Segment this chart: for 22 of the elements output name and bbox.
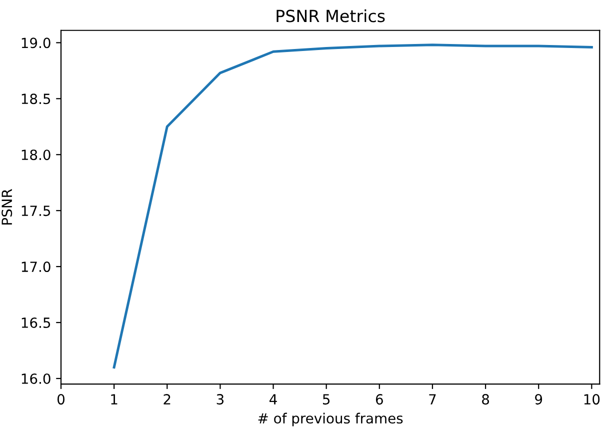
x-tick-label: 9 (535, 394, 542, 405)
x-tick-label: 2 (164, 394, 170, 404)
y-tick-label: 16.0 (22, 373, 50, 384)
y-tick-label: 19.0 (22, 38, 50, 48)
x-tick-label: 8 (482, 394, 490, 405)
y-tick-label: 18.0 (22, 150, 50, 160)
chart-title: PSNR Metrics (276, 9, 385, 22)
x-tick-label: 5 (322, 394, 330, 405)
line-series (112, 44, 593, 369)
y-axis-title: PSNR (2, 189, 12, 224)
x-axis-title: # of previous frames (258, 412, 403, 426)
x-tick-label: 10 (584, 394, 600, 405)
y-tick-label: 18.5 (22, 94, 50, 104)
y-tick-label: 16.5 (22, 317, 50, 328)
y-tick-label: 17.0 (22, 262, 50, 272)
x-tick-label: 7 (429, 394, 436, 404)
x-tick-label: 6 (376, 394, 383, 405)
x-tick-label: 3 (216, 394, 224, 405)
x-tick-label: 0 (57, 394, 64, 405)
x-tick-label: 4 (270, 394, 277, 404)
x-tick-label: 1 (111, 394, 118, 404)
y-tick-label: 17.5 (22, 206, 50, 216)
